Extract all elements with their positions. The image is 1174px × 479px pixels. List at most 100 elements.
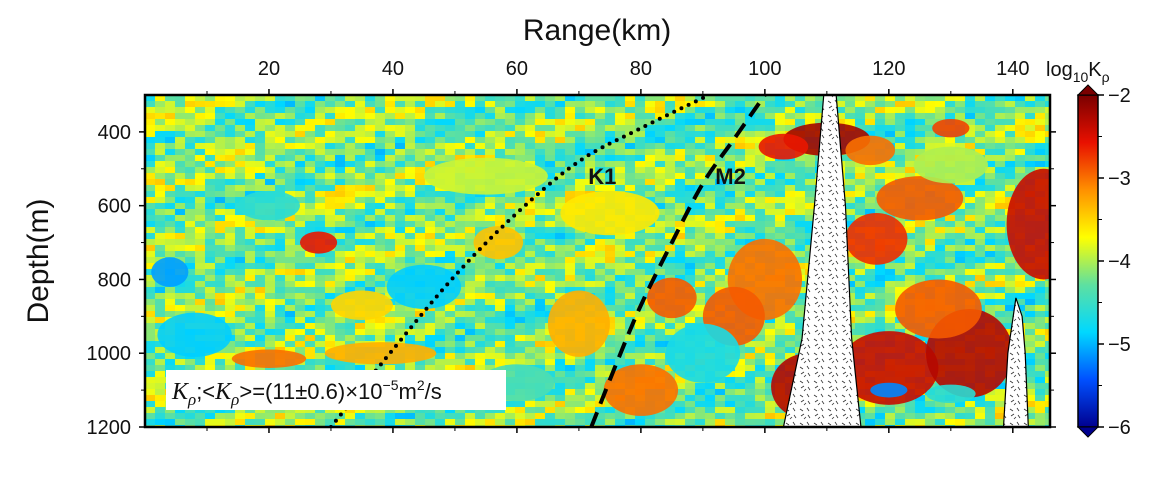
heatmap-cell xyxy=(635,245,646,252)
heatmap-cell xyxy=(585,359,596,366)
heatmap-cell xyxy=(435,149,446,156)
heatmap-cell xyxy=(995,191,1006,198)
heatmap-cell xyxy=(235,317,246,324)
heatmap-cell xyxy=(665,263,676,270)
heatmap-cell xyxy=(995,305,1006,312)
heatmap-cell xyxy=(665,95,676,102)
heatmap-cell xyxy=(405,329,416,336)
heatmap-cell xyxy=(1025,407,1036,414)
heatmap-cell xyxy=(225,299,236,306)
heatmap-cell xyxy=(305,263,316,270)
heatmap-cell xyxy=(735,239,746,246)
heatmap-cell xyxy=(265,137,276,144)
heatmap-cell xyxy=(965,257,976,264)
heatmap-cell xyxy=(155,383,166,390)
heatmap-cell xyxy=(495,203,506,210)
heatmap-cell xyxy=(705,191,716,198)
heatmap-cell xyxy=(355,185,366,192)
heatmap-cell xyxy=(185,215,196,222)
heatmap-cell xyxy=(185,155,196,162)
heatmap-cell xyxy=(205,173,216,180)
heatmap-cell xyxy=(695,311,706,318)
heatmap-cell xyxy=(155,251,166,258)
heatmap-cell xyxy=(495,143,506,150)
heatmap-cell xyxy=(395,227,406,234)
heatmap-cell xyxy=(355,197,366,204)
heatmap-cell xyxy=(375,281,386,288)
heatmap-cell xyxy=(495,137,506,144)
heatmap-cell xyxy=(865,275,876,282)
heatmap-cell xyxy=(955,245,966,252)
heatmap-cell xyxy=(275,413,286,420)
heatmap-cell xyxy=(535,407,546,414)
heatmap-cell xyxy=(975,413,986,420)
heatmap-cell xyxy=(1025,287,1036,294)
heatmap-cell xyxy=(725,371,736,378)
heatmap-cell xyxy=(215,101,226,108)
heatmap-cell xyxy=(185,419,196,426)
heatmap-cell xyxy=(465,215,476,222)
heatmap-cell xyxy=(215,281,226,288)
heatmap-cell xyxy=(685,185,696,192)
heatmap-cell xyxy=(855,407,866,414)
heatmap-cell xyxy=(275,173,286,180)
heatmap-cell xyxy=(985,287,996,294)
heatmap-cell xyxy=(945,239,956,246)
heatmap-cell xyxy=(855,101,866,108)
heatmap-cell xyxy=(425,245,436,252)
heatmap-cell xyxy=(675,101,686,108)
heatmap-cell xyxy=(205,149,216,156)
heatmap-cell xyxy=(285,167,296,174)
heatmap-cell xyxy=(195,233,206,240)
heatmap-cell xyxy=(535,359,546,366)
heatmap-cell xyxy=(925,245,936,252)
heatmap-cell xyxy=(955,143,966,150)
heatmap-cell xyxy=(185,251,196,258)
heatmap-cell xyxy=(465,365,476,372)
heatmap-cell xyxy=(455,329,466,336)
heatmap-cell xyxy=(755,185,766,192)
heatmap-cell xyxy=(265,281,276,288)
heatmap-cell xyxy=(335,419,346,426)
heatmap-cell xyxy=(215,293,226,300)
heatmap-cell xyxy=(325,275,336,282)
heatmap-cell xyxy=(1025,335,1036,342)
heatmap-cell xyxy=(585,407,596,414)
heatmap-cell xyxy=(705,275,716,282)
heatmap-cell xyxy=(615,167,626,174)
heatmap-cell xyxy=(255,329,266,336)
heatmap-cell xyxy=(275,227,286,234)
heatmap-cell xyxy=(415,239,426,246)
heatmap-cell xyxy=(395,95,406,102)
heatmap-cell xyxy=(865,167,876,174)
heatmap-cell xyxy=(365,245,376,252)
heatmap-cell xyxy=(385,203,396,210)
heatmap-cell xyxy=(235,245,246,252)
heatmap-cell xyxy=(545,305,556,312)
heatmap-cell xyxy=(645,257,656,264)
heatmap-cell xyxy=(535,233,546,240)
heatmap-cell xyxy=(565,137,576,144)
heatmap-cell xyxy=(775,179,786,186)
heatmap-cell xyxy=(575,113,586,120)
heatmap-cell xyxy=(525,251,536,258)
heatmap-cell xyxy=(905,263,916,270)
heatmap-cell xyxy=(685,257,696,264)
heatmap-cell xyxy=(655,161,666,168)
heatmap-cell xyxy=(225,287,236,294)
heatmap-cell xyxy=(335,155,346,162)
heatmap-cell xyxy=(735,347,746,354)
heatmap-cell xyxy=(1035,113,1046,120)
heatmap-cell xyxy=(755,137,766,144)
heatmap-cell xyxy=(625,245,636,252)
heatmap-cell xyxy=(865,419,876,426)
heatmap-cell xyxy=(295,161,306,168)
heatmap-cell xyxy=(715,227,726,234)
heatmap-cell xyxy=(195,113,206,120)
heatmap-cell xyxy=(915,245,926,252)
heatmap-cell xyxy=(575,233,586,240)
heatmap-cell xyxy=(195,293,206,300)
heatmap-cell xyxy=(935,113,946,120)
heatmap-cell xyxy=(995,203,1006,210)
heatmap-cell xyxy=(445,215,456,222)
